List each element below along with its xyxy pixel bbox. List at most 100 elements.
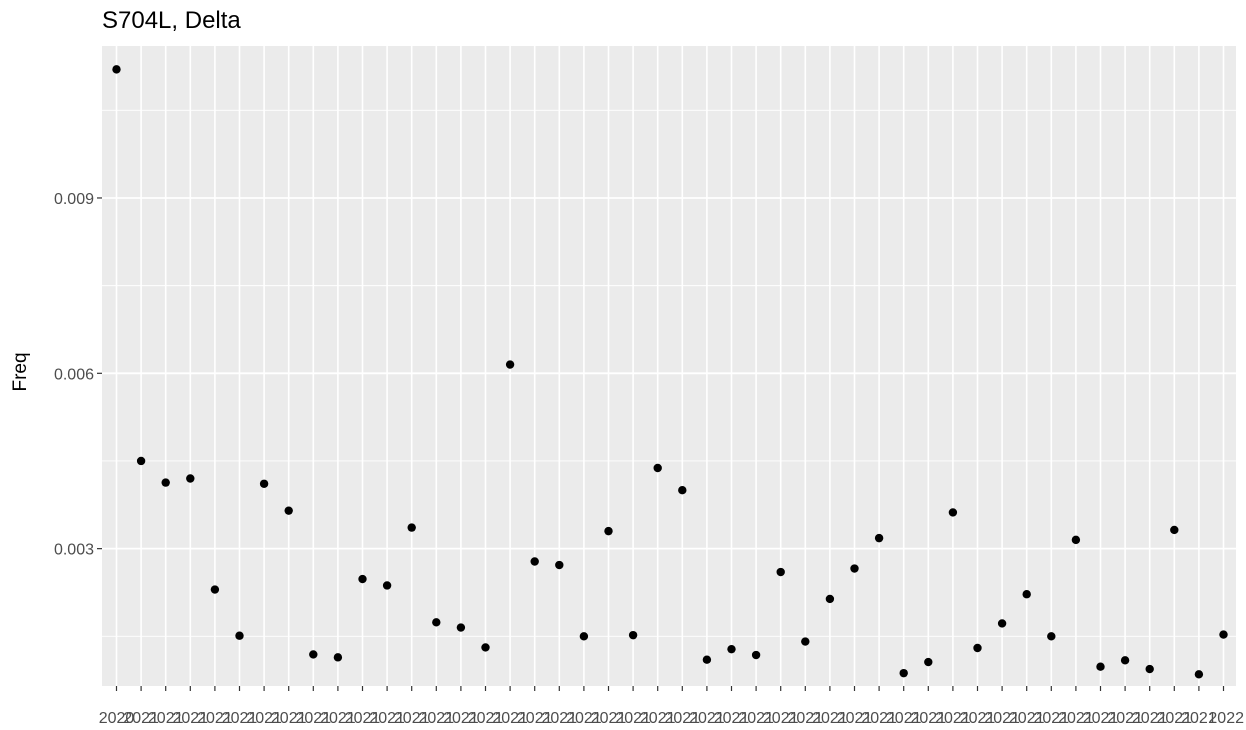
x-tick-label: 2021 [419,710,455,727]
data-point [924,657,933,667]
data-point [727,644,736,654]
x-tick-label: 2021 [542,710,578,727]
x-tick-label: 2021 [689,710,725,727]
data-point [210,585,220,594]
x-tick-label: 2021 [714,710,750,727]
y-axis-label: Freq [10,352,31,391]
data-point [1022,590,1031,599]
y-tick-label: 0.009 [54,191,94,208]
data-point [309,650,318,659]
data-point [333,653,343,662]
x-tick-label: 2021 [123,710,159,727]
x-tick-label: 2021 [246,710,282,727]
x-tick-label: 2021 [345,710,381,727]
data-point [973,643,982,653]
data-point [284,506,293,515]
x-tick-label: 2021 [443,710,479,727]
data-point [456,623,466,632]
y-tick-label: 0.003 [54,542,94,559]
data-point [407,523,416,532]
data-point [874,533,884,543]
x-tick-label: 2021 [492,710,528,727]
data-point [161,478,170,487]
x-tick-label: 2021 [984,710,1020,727]
grid-minor [102,109,1236,637]
x-tick-label: 2021 [1034,710,1070,727]
data-point [1047,632,1056,641]
data-point [481,643,490,652]
data-point [899,668,908,678]
x-tick-label: 2021 [320,710,356,727]
x-tick-label: 2021 [788,710,824,727]
x-tick-label: 2021 [296,710,332,727]
data-point [1170,525,1179,535]
data-point [751,650,761,660]
y-tick-label: 0.006 [54,366,94,383]
x-tick-label: 2021 [222,710,258,727]
x-tick-label: 2021 [173,710,209,727]
chart-title: S704L, Delta [102,7,241,34]
x-tick-label: 2021 [566,710,602,727]
data-point [1194,670,1204,679]
x-tick-label: 2021 [911,710,947,727]
x-tick-label: 2021 [1181,710,1217,727]
data-point [505,360,515,369]
data-point [235,631,244,640]
x-tick-label: 2021 [1009,710,1045,727]
data-point [382,581,392,590]
x-tick-label: 2021 [886,710,922,727]
x-tick-label: 2021 [1083,710,1119,727]
x-tick-label: 2021 [148,710,184,727]
x-tick-label: 2022 [1208,710,1244,727]
data-point [1096,662,1105,671]
x-tick-label: 2021 [1157,710,1193,727]
data-point [997,619,1007,628]
x-tick-label: 2021 [1107,710,1143,727]
data-point [628,630,638,640]
data-point [850,564,859,573]
x-tick-label: 2021 [1132,710,1168,727]
x-tick-label: 2021 [591,710,627,727]
data-point [530,557,539,566]
data-point [678,486,687,495]
data-point [1219,630,1228,639]
x-tick-label: 2021 [517,710,553,727]
data-point [702,655,712,664]
data-point [948,508,958,517]
data-point [186,474,195,483]
x-tick-label: 2021 [960,710,996,727]
data-point [604,526,613,536]
grid-major [102,46,1236,686]
x-tick-label: 2021 [640,710,676,727]
x-tick-label: 2021 [861,710,897,727]
x-tick-label: 2021 [1058,710,1094,727]
data-point [801,637,810,646]
x-tick-label: 2021 [763,710,799,727]
data-point [136,456,146,466]
data-point [358,574,367,584]
y-axis: 0.003 0.006 0.009 [54,191,102,559]
x-tick-label: 2021 [197,710,233,727]
data-point [555,560,564,570]
x-tick-label: 2020 [99,710,135,727]
x-tick-label: 2021 [394,710,430,727]
data-point [825,594,835,604]
x-tick-label: 2021 [837,710,873,727]
x-tick-label: 2021 [812,710,848,727]
data-point [1145,664,1154,674]
data-point [259,479,269,488]
x-tick-label: 2021 [738,710,774,727]
data-point [653,463,662,473]
data-point [432,618,441,627]
data-point [112,65,121,74]
x-axis: 2020202120212021202120212021202120212021… [99,686,1244,727]
plot-panel [102,46,1236,686]
data-point [1071,535,1081,545]
data-point [776,567,785,577]
x-tick-label: 2021 [369,710,405,727]
x-tick-label: 2021 [935,710,971,727]
x-tick-label: 2021 [271,710,307,727]
x-tick-label: 2021 [665,710,701,727]
data-point [579,632,589,641]
